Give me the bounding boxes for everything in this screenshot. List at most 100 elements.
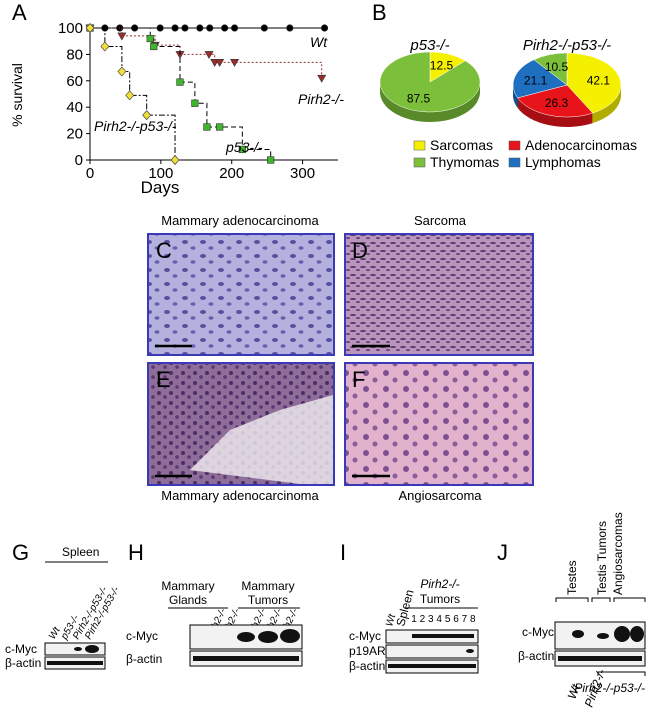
marker xyxy=(196,24,204,32)
row-label: β-actin xyxy=(518,649,554,663)
y-tick-label: 100 xyxy=(58,20,83,37)
marker xyxy=(267,156,275,164)
marker xyxy=(171,24,179,32)
micrograph xyxy=(147,233,335,356)
panel-label: B xyxy=(372,0,387,25)
lane-number: 3 xyxy=(428,614,434,625)
lane-number: 1 xyxy=(411,614,417,625)
pie-title: p53-/- xyxy=(409,37,449,54)
group-label: Glands xyxy=(169,593,207,607)
legend-label: Thymomas xyxy=(430,154,499,170)
group-label: Mammary xyxy=(161,579,214,593)
marker xyxy=(203,123,211,131)
panel-label: A xyxy=(12,0,27,25)
marker xyxy=(216,123,224,131)
row-label: c-Myc xyxy=(126,629,158,643)
marker xyxy=(85,23,95,33)
caption: Mammary adenocarcinoma xyxy=(161,488,319,503)
caption: Sarcoma xyxy=(414,213,467,228)
marker xyxy=(230,59,240,67)
y-tick-label: 20 xyxy=(66,126,83,143)
band xyxy=(597,633,609,639)
y-tick-label: 0 xyxy=(75,152,83,169)
marker xyxy=(206,24,214,32)
lane-number: 6 xyxy=(453,614,459,625)
panel-label: J xyxy=(497,540,508,565)
group-label: Testis Tumors xyxy=(595,521,609,595)
survival-curve xyxy=(90,27,176,160)
y-tick-label: 80 xyxy=(66,46,83,63)
marker xyxy=(100,41,110,52)
bracket xyxy=(555,597,646,602)
x-axis-label: Days xyxy=(141,178,180,197)
lane-number: 8 xyxy=(470,614,476,625)
row-label: β-actin xyxy=(349,659,385,673)
band xyxy=(466,649,474,653)
pie-charts: p53-/- Pirh2-/-p53-/- 12.5 87.5 42.1 26.3 21… xyxy=(379,37,637,170)
band xyxy=(572,630,584,638)
marker xyxy=(170,155,180,165)
panel-label: H xyxy=(128,540,144,565)
lane-label: Wt xyxy=(565,682,583,701)
band xyxy=(614,626,630,642)
row-label: c-Myc xyxy=(349,629,381,643)
x-tick-label: 0 xyxy=(86,165,94,182)
caption: Mammary adenocarcinoma xyxy=(161,213,319,228)
bracket xyxy=(597,671,646,676)
band xyxy=(412,634,474,638)
series-label: Wt xyxy=(310,34,328,50)
band xyxy=(258,631,278,643)
row-label: β-actin xyxy=(5,656,41,670)
western-blot: Mammary Glands Mammary Tumors Wt Pirh2-/… xyxy=(126,579,303,667)
lane-number: 4 xyxy=(436,614,442,625)
marker xyxy=(230,24,239,32)
marker xyxy=(181,24,189,32)
pie-slice xyxy=(517,84,594,118)
panel-label: C xyxy=(156,238,172,263)
x-tick-label: 300 xyxy=(290,165,315,182)
row-label: c-Myc xyxy=(522,625,554,639)
panel-label: G xyxy=(12,540,29,565)
panel-label: E xyxy=(156,367,171,392)
row-label: c-Myc xyxy=(5,642,37,656)
marker xyxy=(125,90,135,101)
marker xyxy=(191,99,199,107)
pie-slice xyxy=(379,51,481,113)
band xyxy=(237,632,255,642)
band xyxy=(74,647,82,651)
slice-label: 10.5 xyxy=(545,60,569,74)
row-label: p19ARF xyxy=(349,644,393,658)
slice-label: 12.5 xyxy=(430,58,454,72)
group-label: Mammary xyxy=(241,579,294,593)
band xyxy=(193,656,299,661)
series-label: Pirh2-/-p53-/- xyxy=(94,118,177,134)
marker xyxy=(117,66,127,77)
group-label: Tumors xyxy=(420,592,460,606)
marker xyxy=(221,24,229,32)
survival-chart: % survival Days 0 20 40 60 80 100 0 100 200 300 Wt… xyxy=(9,20,344,197)
marker xyxy=(146,34,154,43)
group-label: Testes xyxy=(565,560,579,595)
legend-label: Lymphomas xyxy=(525,154,601,170)
x-tick-label: 100 xyxy=(148,165,173,182)
slice-label: 87.5 xyxy=(407,92,431,106)
group-label: Angiosarcomas xyxy=(611,512,625,595)
band xyxy=(280,629,300,643)
western-blot: Testes Testis Tumors Angiosarcomas c-Myc… xyxy=(518,512,646,709)
slice-label: 26.3 xyxy=(545,96,569,110)
marker xyxy=(204,51,214,60)
legend-swatch xyxy=(413,140,426,151)
marker xyxy=(150,42,158,51)
panel-label: F xyxy=(352,367,365,392)
lane-number: 5 xyxy=(445,614,451,625)
marker xyxy=(286,24,294,32)
marker xyxy=(260,24,268,32)
marker xyxy=(317,74,327,83)
band xyxy=(388,664,476,668)
legend-label: Sarcomas xyxy=(430,137,493,153)
y-tick-label: 60 xyxy=(66,73,83,90)
micrograph xyxy=(344,233,534,356)
band xyxy=(85,645,99,653)
